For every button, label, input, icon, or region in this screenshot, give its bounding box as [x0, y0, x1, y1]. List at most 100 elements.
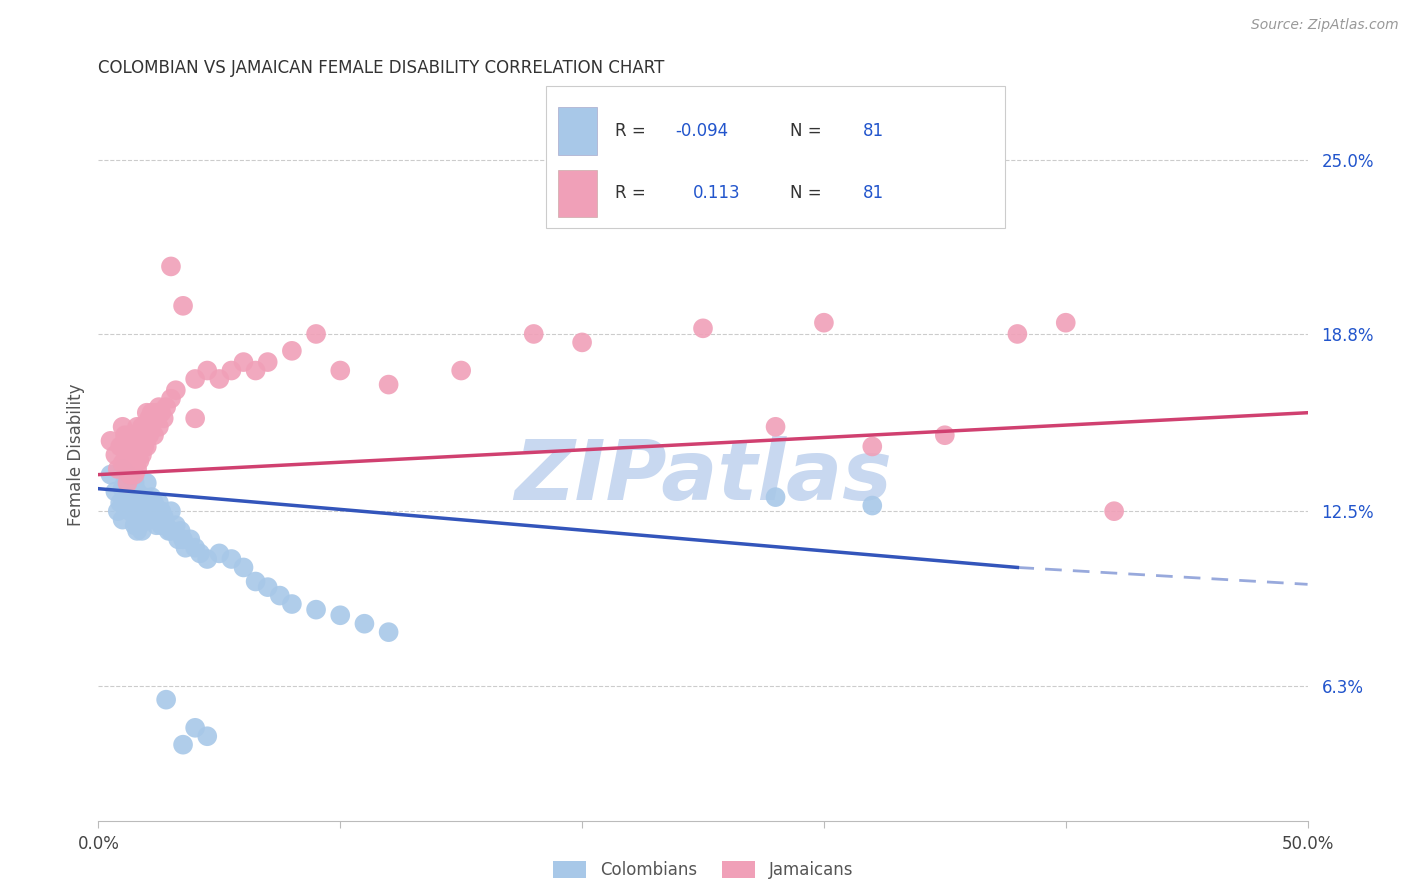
Point	[114, 440, 136, 454]
Point	[165, 383, 187, 397]
Point	[138, 496, 160, 510]
Point	[167, 533, 190, 547]
Point	[245, 574, 267, 589]
Point	[143, 411, 166, 425]
Point	[145, 501, 167, 516]
Point	[111, 456, 134, 470]
Point	[160, 524, 183, 538]
Point	[195, 552, 218, 566]
Point	[128, 518, 150, 533]
Point	[121, 448, 143, 462]
Point	[150, 406, 173, 420]
Point	[1102, 504, 1125, 518]
Point	[208, 372, 231, 386]
Point	[232, 355, 254, 369]
Point	[117, 434, 139, 448]
Point	[934, 158, 956, 172]
Text: 81: 81	[863, 122, 884, 140]
Point	[172, 533, 194, 547]
Point	[329, 608, 352, 623]
Point	[160, 260, 183, 274]
Text: -0.094: -0.094	[675, 122, 728, 140]
Point	[118, 440, 141, 454]
Point	[117, 496, 139, 510]
Point	[148, 419, 170, 434]
Point	[813, 316, 835, 330]
Point	[155, 400, 177, 414]
Point	[860, 499, 883, 513]
Point	[131, 419, 153, 434]
Point	[208, 546, 231, 560]
Point	[765, 490, 787, 504]
Point	[256, 580, 278, 594]
Point	[134, 440, 156, 454]
Point	[118, 428, 141, 442]
Point	[184, 541, 207, 555]
Point	[128, 490, 150, 504]
Text: N =: N =	[790, 122, 821, 140]
Point	[117, 462, 139, 476]
Point	[127, 509, 149, 524]
Point	[141, 490, 163, 504]
Point	[127, 484, 149, 499]
Point	[157, 524, 180, 538]
Point	[131, 509, 153, 524]
Point	[131, 496, 153, 510]
Text: Source: ZipAtlas.com: Source: ZipAtlas.com	[1251, 18, 1399, 32]
Point	[571, 335, 593, 350]
Point	[114, 490, 136, 504]
Point	[108, 496, 131, 510]
Point	[117, 448, 139, 462]
Point	[128, 428, 150, 442]
Point	[145, 406, 167, 420]
Point	[107, 504, 129, 518]
Point	[128, 453, 150, 467]
Point	[124, 476, 146, 491]
Point	[104, 448, 127, 462]
Point	[377, 625, 399, 640]
Bar	[558, 108, 596, 155]
Point	[1007, 326, 1029, 341]
Point	[148, 400, 170, 414]
Point	[165, 518, 187, 533]
Text: R =: R =	[614, 185, 645, 202]
Point	[131, 524, 153, 538]
Text: 0.113: 0.113	[693, 185, 741, 202]
Point	[138, 411, 160, 425]
Point	[155, 692, 177, 706]
Point	[100, 434, 122, 448]
Point	[124, 467, 146, 482]
Point	[184, 721, 207, 735]
Point	[121, 434, 143, 448]
Point	[138, 513, 160, 527]
Point	[269, 589, 291, 603]
Point	[135, 406, 157, 420]
Point	[111, 513, 134, 527]
Point	[124, 440, 146, 454]
Point	[107, 462, 129, 476]
Point	[111, 496, 134, 510]
Text: 81: 81	[863, 185, 884, 202]
Point	[150, 504, 173, 518]
Bar	[558, 169, 596, 218]
Text: ZIPatlas: ZIPatlas	[515, 436, 891, 517]
Point	[155, 518, 177, 533]
Point	[160, 504, 183, 518]
Point	[281, 343, 304, 358]
Point	[118, 476, 141, 491]
Point	[127, 419, 149, 434]
Point	[184, 372, 207, 386]
Point	[305, 326, 328, 341]
Point	[281, 597, 304, 611]
Point	[118, 504, 141, 518]
Point	[117, 467, 139, 482]
Point	[124, 504, 146, 518]
Point	[152, 411, 174, 425]
Point	[114, 428, 136, 442]
Point	[108, 440, 131, 454]
Text: COLOMBIAN VS JAMAICAN FEMALE DISABILITY CORRELATION CHART: COLOMBIAN VS JAMAICAN FEMALE DISABILITY …	[98, 59, 665, 77]
Point	[143, 513, 166, 527]
Point	[118, 453, 141, 467]
Legend: Colombians, Jamaicans: Colombians, Jamaicans	[547, 854, 859, 886]
Point	[765, 419, 787, 434]
